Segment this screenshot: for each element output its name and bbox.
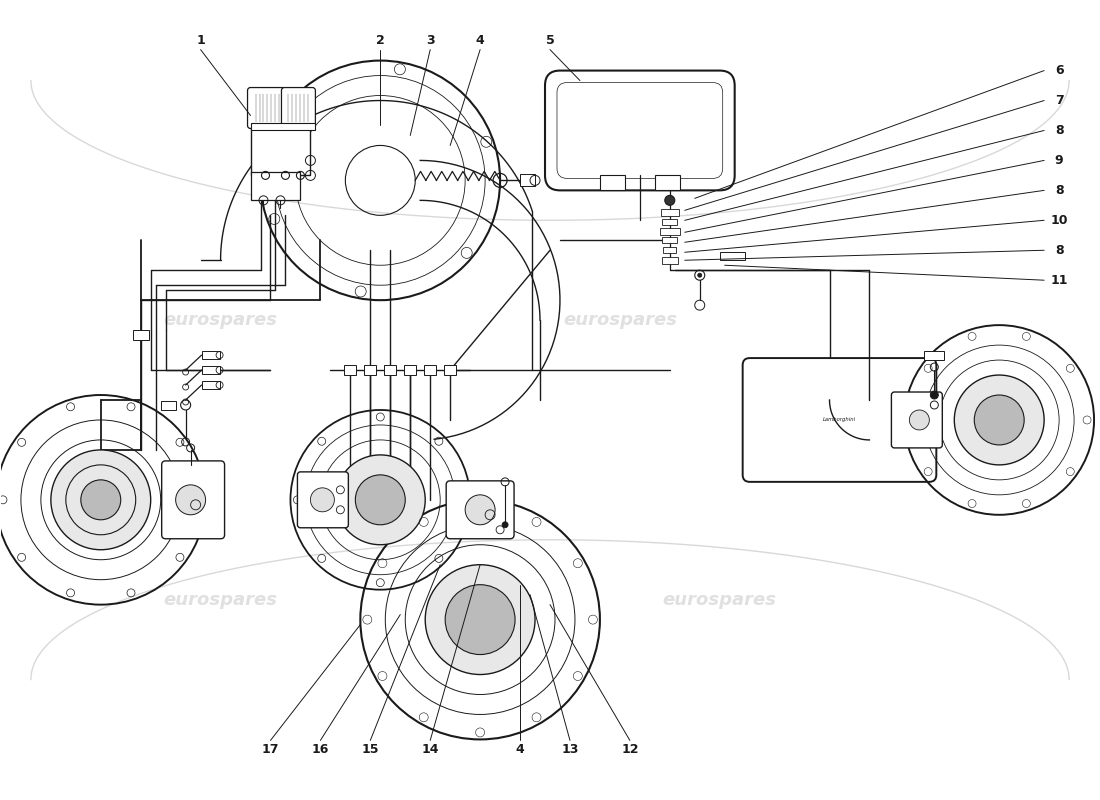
Circle shape bbox=[426, 565, 535, 674]
Text: 8: 8 bbox=[1055, 184, 1064, 197]
Bar bbox=[344, 365, 356, 375]
Text: eurospares: eurospares bbox=[164, 590, 277, 609]
Circle shape bbox=[975, 395, 1024, 445]
Bar bbox=[201, 366, 220, 374]
Text: 7: 7 bbox=[1055, 94, 1064, 107]
Bar bbox=[251, 172, 300, 200]
FancyBboxPatch shape bbox=[162, 461, 224, 538]
Circle shape bbox=[697, 274, 702, 278]
Circle shape bbox=[664, 195, 674, 206]
Text: 15: 15 bbox=[362, 743, 380, 756]
Bar bbox=[444, 365, 456, 375]
Circle shape bbox=[310, 488, 334, 512]
FancyBboxPatch shape bbox=[297, 472, 349, 528]
Text: 4: 4 bbox=[516, 743, 525, 756]
FancyBboxPatch shape bbox=[544, 70, 735, 190]
Text: 14: 14 bbox=[421, 743, 439, 756]
Text: 11: 11 bbox=[1050, 274, 1068, 286]
Bar bbox=[662, 238, 678, 243]
Circle shape bbox=[355, 475, 405, 525]
Circle shape bbox=[446, 585, 515, 654]
Bar bbox=[719, 252, 745, 260]
Circle shape bbox=[336, 455, 426, 545]
Bar bbox=[201, 351, 220, 359]
Text: 12: 12 bbox=[621, 743, 639, 756]
Circle shape bbox=[910, 410, 930, 430]
Text: 4: 4 bbox=[475, 34, 484, 47]
Text: Lamborghini: Lamborghini bbox=[823, 418, 856, 422]
Bar bbox=[201, 381, 220, 389]
FancyBboxPatch shape bbox=[891, 392, 943, 448]
Bar bbox=[251, 123, 316, 130]
Text: 17: 17 bbox=[262, 743, 279, 756]
Bar bbox=[384, 365, 396, 375]
Text: 10: 10 bbox=[1050, 214, 1068, 227]
Circle shape bbox=[80, 480, 121, 520]
Bar bbox=[133, 330, 148, 340]
FancyBboxPatch shape bbox=[447, 481, 514, 538]
Text: 6: 6 bbox=[1055, 64, 1064, 77]
Text: 9: 9 bbox=[1055, 154, 1064, 167]
Text: 16: 16 bbox=[311, 743, 329, 756]
FancyBboxPatch shape bbox=[282, 87, 316, 129]
Bar bbox=[364, 365, 376, 375]
Circle shape bbox=[176, 485, 206, 515]
Circle shape bbox=[465, 495, 495, 525]
Circle shape bbox=[931, 391, 938, 399]
Circle shape bbox=[955, 375, 1044, 465]
Bar bbox=[600, 175, 625, 190]
Text: 2: 2 bbox=[376, 34, 385, 47]
Circle shape bbox=[502, 522, 508, 528]
FancyBboxPatch shape bbox=[742, 358, 936, 482]
Bar bbox=[405, 365, 416, 375]
Text: eurospares: eurospares bbox=[164, 311, 277, 329]
Text: 8: 8 bbox=[1055, 124, 1064, 137]
Bar bbox=[924, 351, 944, 360]
Text: 3: 3 bbox=[426, 34, 434, 47]
Bar bbox=[660, 228, 680, 234]
Bar bbox=[251, 126, 310, 175]
Text: eurospares: eurospares bbox=[662, 590, 777, 609]
Bar bbox=[662, 257, 678, 264]
Bar bbox=[425, 365, 437, 375]
Bar bbox=[654, 175, 680, 190]
Bar bbox=[161, 401, 176, 410]
Circle shape bbox=[51, 450, 151, 550]
FancyBboxPatch shape bbox=[248, 87, 286, 129]
Bar bbox=[663, 247, 676, 254]
Bar bbox=[661, 209, 679, 216]
Text: 5: 5 bbox=[546, 34, 554, 47]
Text: 1: 1 bbox=[196, 34, 205, 47]
Text: eurospares: eurospares bbox=[563, 311, 676, 329]
Text: 8: 8 bbox=[1055, 244, 1064, 257]
FancyBboxPatch shape bbox=[557, 82, 723, 178]
Bar bbox=[520, 174, 535, 186]
Text: 13: 13 bbox=[561, 743, 579, 756]
Bar bbox=[662, 219, 678, 226]
